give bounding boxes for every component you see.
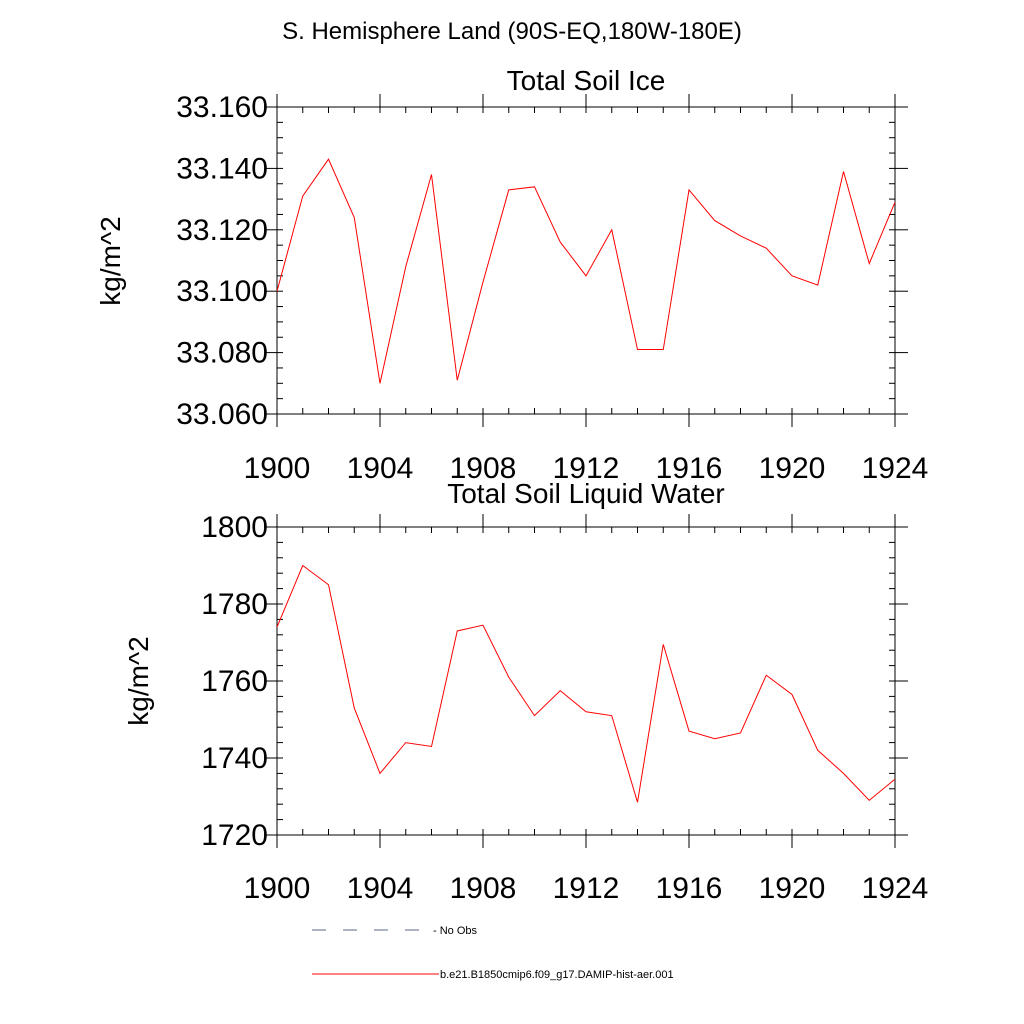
x-tick-label: 1924 bbox=[862, 452, 929, 485]
y-tick-label: 1780 bbox=[201, 588, 268, 621]
series-line bbox=[276, 564, 896, 803]
chart-panel-1: Total Soil Ice kg/m^2 33.060 33.080 33.100 33… bbox=[95, 65, 928, 485]
x-tick-label: 1920 bbox=[759, 452, 826, 485]
x-tick-label: 1908 bbox=[450, 872, 517, 905]
y-axis-label: kg/m^2 bbox=[123, 636, 154, 725]
x-tick-label: 1900 bbox=[244, 452, 311, 485]
y-tick-label: 33.140 bbox=[176, 152, 268, 185]
y-tick-label: 1720 bbox=[201, 819, 268, 852]
plot-frame bbox=[276, 526, 896, 836]
y-tick-label: 33.120 bbox=[176, 214, 268, 247]
legend: - No Obs b.e21.B1850cmip6.f09_g17.DAMIP-h… bbox=[312, 925, 674, 981]
plot-frame bbox=[276, 106, 896, 415]
page-title: S. Hemisphere Land (90S-EQ,180W-180E) bbox=[282, 18, 742, 45]
chart-panel-2: Total Soil Liquid Water kg/m^2 1720 1740 176… bbox=[123, 478, 928, 905]
y-tick-label: 33.080 bbox=[176, 337, 268, 370]
x-tick-label: 1912 bbox=[553, 872, 620, 905]
chart-title: Total Soil Liquid Water bbox=[447, 478, 725, 509]
y-tick-label: 33.160 bbox=[176, 91, 268, 124]
y-tick-label: 1800 bbox=[201, 511, 268, 544]
x-tick-label: 1916 bbox=[656, 872, 723, 905]
x-tick-label: 1912 bbox=[553, 452, 620, 485]
series-line bbox=[276, 158, 896, 384]
y-axis-label: kg/m^2 bbox=[95, 216, 126, 305]
legend-label-2: b.e21.B1850cmip6.f09_g17.DAMIP-hist-aer.… bbox=[440, 969, 674, 981]
x-tick-label: 1920 bbox=[759, 872, 826, 905]
x-tick-label: 1904 bbox=[347, 452, 414, 485]
y-tick-label: 1740 bbox=[201, 742, 268, 775]
x-tick-label: 1908 bbox=[450, 452, 517, 485]
x-tick-label: 1916 bbox=[656, 452, 723, 485]
y-tick-label: 1760 bbox=[201, 665, 268, 698]
x-tick-label: 1924 bbox=[862, 872, 929, 905]
y-tick-label: 33.060 bbox=[176, 398, 268, 431]
x-tick-label: 1904 bbox=[347, 872, 414, 905]
legend-label-1: - No Obs bbox=[433, 925, 478, 937]
chart-title: Total Soil Ice bbox=[507, 65, 666, 96]
y-tick-label: 33.100 bbox=[176, 275, 268, 308]
x-tick-label: 1900 bbox=[244, 872, 311, 905]
